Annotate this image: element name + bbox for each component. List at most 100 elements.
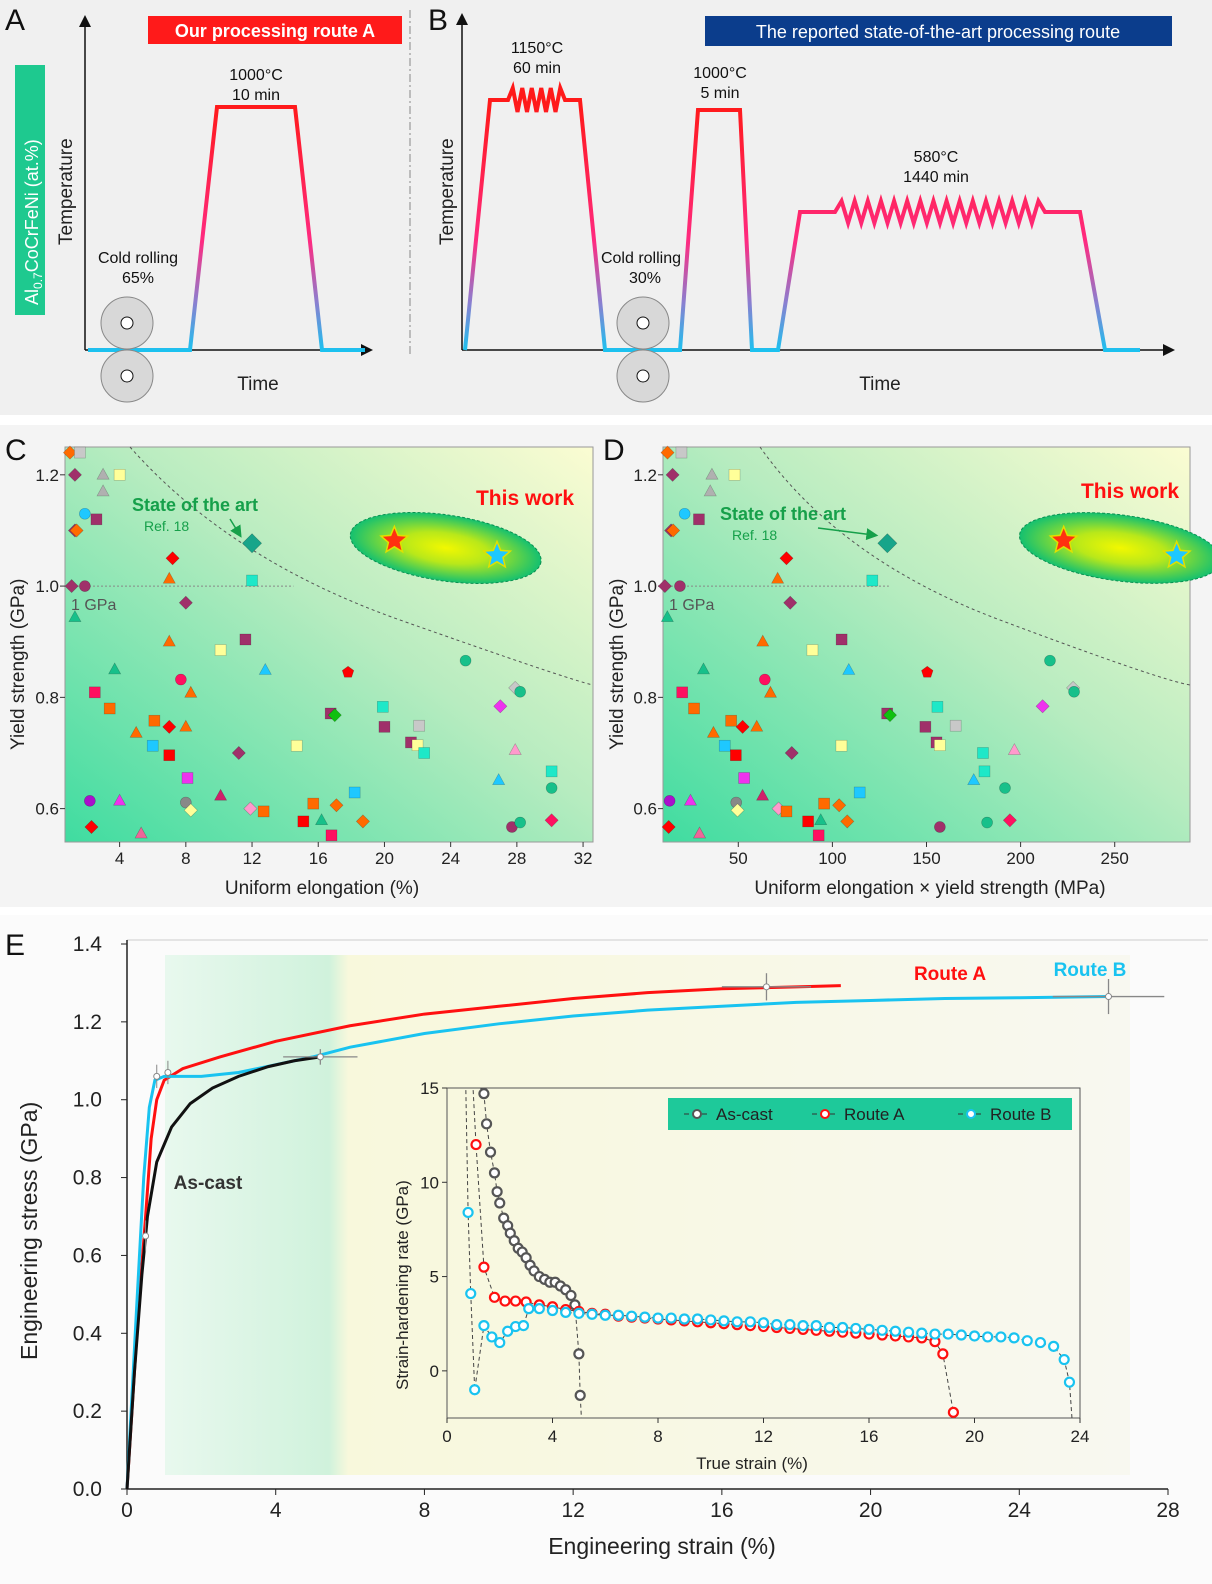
data-point (493, 699, 508, 714)
anneal-time-label: 10 min (232, 87, 280, 104)
data-point (806, 644, 819, 656)
data-point-route-b (731, 1316, 743, 1328)
inset-data (462, 1088, 1076, 1418)
data-point (514, 685, 526, 698)
this-work-label: This work (476, 487, 574, 510)
data-point (705, 467, 719, 480)
ref-label: Ref. 18 (732, 527, 777, 543)
x-tick-label: 0 (121, 1499, 133, 1522)
cold-rolling-label: Cold rolling (98, 250, 178, 267)
data-point-route-b (929, 1328, 941, 1340)
data-point-route-a (470, 1138, 482, 1151)
data-point-route-b (784, 1319, 796, 1331)
inset-y-axis-label: Strain-hardening rate (GPa) (393, 1180, 412, 1390)
x-axis-label: Uniform elongation × yield strength (MPa… (754, 878, 1105, 899)
data-point (696, 662, 711, 675)
data-point (68, 610, 82, 622)
error-bar-point (142, 1232, 150, 1240)
data-point-route-b (744, 1316, 756, 1328)
legend-label: Route B (990, 1105, 1051, 1124)
data-point (735, 719, 750, 734)
data-point-route-a (499, 1295, 511, 1307)
data-point (545, 782, 558, 794)
data-point-route-b (1063, 1376, 1076, 1388)
panel-b: B The reported state-of-the-art processi… (428, 4, 1175, 403)
data-point (818, 797, 830, 810)
state-of-the-art-point (242, 533, 263, 554)
panel-letter-d: D (603, 434, 625, 467)
data-point (64, 579, 79, 594)
y-tick-label: 15 (420, 1079, 439, 1098)
data-point (165, 551, 180, 566)
data-point (134, 826, 148, 839)
data-point (325, 829, 338, 842)
data-point-route-a (947, 1406, 960, 1418)
data-point (1035, 699, 1050, 714)
data-point (246, 574, 258, 587)
data-point (1068, 685, 1080, 698)
legend-marker (966, 1109, 976, 1119)
y-tick-label: 0.8 (35, 688, 59, 707)
data-point (835, 633, 848, 646)
data-point-route-b (494, 1336, 506, 1349)
as-cast-label: As-cast (174, 1173, 243, 1194)
data-point (162, 634, 176, 647)
data-point (921, 665, 934, 678)
data-point (545, 765, 558, 778)
data-point-as-cast (574, 1389, 586, 1401)
y-tick-label: 0.0 (73, 1478, 102, 1501)
data-point-route-b (533, 1303, 545, 1315)
x-tick-label: 28 (1156, 1499, 1179, 1522)
data-point (866, 574, 879, 587)
data-point (257, 805, 270, 818)
data-point-route-a (937, 1348, 949, 1360)
legend-box (668, 1098, 1072, 1130)
plot-area (662, 446, 1191, 843)
data-point-as-cast (484, 1146, 497, 1158)
data-point (79, 580, 91, 592)
data-point (750, 719, 764, 732)
data-point (967, 773, 981, 785)
data-point (661, 819, 676, 835)
x-tick-label: 100 (818, 849, 846, 868)
y-tick-label: 0.8 (633, 688, 657, 707)
anneal-temp-label: 1000°C (693, 65, 747, 82)
error-bar-point (1105, 993, 1113, 1001)
data-point (683, 793, 698, 806)
error-bar-point (164, 1068, 172, 1076)
x-tick-label: 4 (115, 849, 124, 868)
state-of-the-art-arrow (817, 527, 879, 541)
panel-letter-c: C (5, 434, 27, 467)
data-point (214, 788, 228, 801)
data-point (508, 742, 522, 755)
data-point (307, 797, 320, 810)
data-point (508, 680, 523, 695)
panel-letter-b: B (428, 4, 448, 37)
x-tick-label: 0 (442, 1427, 451, 1446)
data-point (162, 719, 177, 734)
y-tick-label: 1.2 (73, 1011, 102, 1034)
data-point-route-b (705, 1314, 717, 1326)
route-b-banner-text: The reported state-of-the-art processing… (756, 22, 1120, 42)
x-tick-label: 150 (912, 849, 940, 868)
data-point (69, 523, 84, 538)
data-point (297, 815, 310, 828)
state-of-the-art-label: State of the art (132, 495, 258, 515)
data-point (703, 484, 717, 497)
data-point-route-b (639, 1311, 651, 1323)
data-point (779, 551, 794, 566)
data-point (725, 714, 737, 727)
data-point (341, 665, 355, 678)
data-point (88, 686, 101, 699)
data-point-route-b (771, 1319, 783, 1331)
route-a-temperature-profile (88, 105, 365, 352)
data-point-route-b (560, 1306, 572, 1319)
y-tick-label: 5 (430, 1268, 439, 1287)
data-point (931, 701, 944, 713)
data-point-route-b (573, 1307, 585, 1319)
data-point (376, 701, 389, 713)
data-point-route-b (586, 1308, 598, 1320)
time-axis-label: Time (237, 374, 279, 395)
anneal-temp-label: 1000°C (229, 67, 283, 84)
reference-line-label: 1 GPa (669, 597, 714, 614)
